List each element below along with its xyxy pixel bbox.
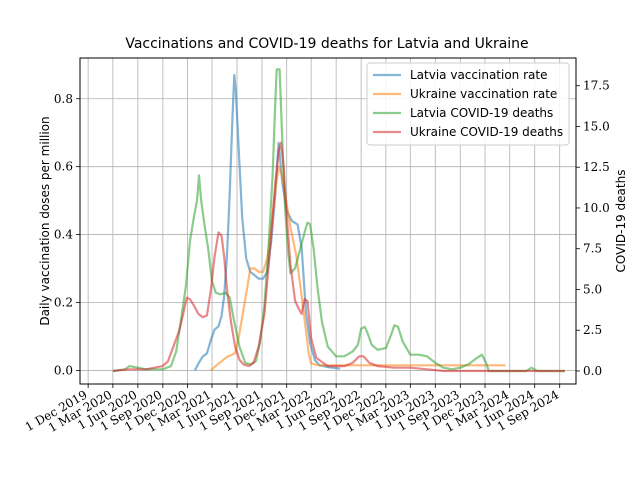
y-left-tick-label: 0.6 xyxy=(54,160,73,174)
y-axis-left: 0.0 0.2 0.4 0.6 0.8 xyxy=(54,92,80,377)
chart-title: Vaccinations and COVID-19 deaths for Lat… xyxy=(125,36,528,52)
legend-entry: Latvia vaccination rate xyxy=(410,68,547,82)
series-line-latvia-covid-19-deaths xyxy=(112,68,565,373)
legend-entry: Ukraine COVID-19 deaths xyxy=(410,125,563,139)
y-right-tick-label: 10.0 xyxy=(583,201,610,215)
y-left-tick-label: 0.2 xyxy=(54,296,73,310)
y-left-tick-label: 0.8 xyxy=(54,92,73,106)
y-right-tick-label: 15.0 xyxy=(583,119,610,133)
legend-entry: Ukraine vaccination rate xyxy=(410,87,557,101)
plot-series xyxy=(112,68,565,373)
y-axis-right-label: COVID-19 deaths xyxy=(614,170,628,273)
grid-lines xyxy=(80,58,576,384)
y-right-tick-label: 17.5 xyxy=(583,79,610,93)
series-line-ukraine-covid-19-deaths xyxy=(112,141,565,373)
series-line-latvia-vaccination-rate xyxy=(193,73,341,371)
y-right-tick-label: 5.0 xyxy=(583,282,602,296)
y-left-tick-label: 0.4 xyxy=(54,228,73,242)
y-right-tick-label: 12.5 xyxy=(583,160,610,174)
legend-box xyxy=(366,62,570,146)
y-right-tick-label: 7.5 xyxy=(583,242,602,256)
y-right-tick-label: 2.5 xyxy=(583,323,602,337)
y-right-tick-label: 0.0 xyxy=(583,364,602,378)
plot-frame xyxy=(79,57,577,385)
legend-entry: Latvia COVID-19 deaths xyxy=(410,106,553,120)
legend: Latvia vaccination rate Ukraine vaccinati… xyxy=(366,62,570,146)
y-axis-left-label: Daily vaccination doses per million xyxy=(38,116,52,325)
y-axis-right: 0.0 2.5 5.0 7.5 10.0 12.5 15.0 17.5 xyxy=(576,79,610,378)
y-left-tick-label: 0.0 xyxy=(54,363,73,377)
